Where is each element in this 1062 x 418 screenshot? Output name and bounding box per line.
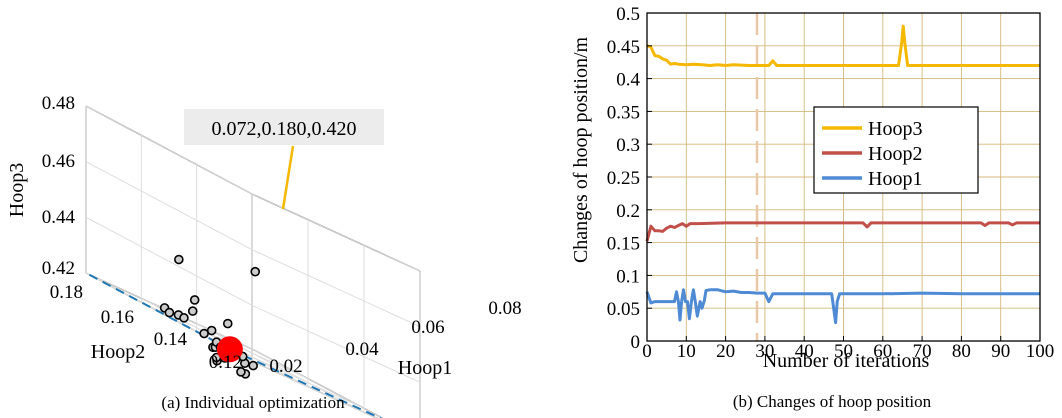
x-tick-label: 0.04 xyxy=(345,339,379,360)
y-tick-label: 0.2 xyxy=(616,201,640,222)
data-point xyxy=(189,295,200,305)
data-point xyxy=(187,306,198,316)
optimum-highlight xyxy=(216,336,243,363)
projection-line xyxy=(85,272,231,351)
y-tick-label: 0.12 xyxy=(209,352,242,373)
x-axis-label: Number of iterations xyxy=(763,350,930,372)
scatter-3d-chart: 0.072,0.180,0.420 0.42 0.44 0.46 0.48 0.… xyxy=(6,93,522,418)
z-tick-label: 0.42 xyxy=(42,258,75,279)
grid-line xyxy=(85,105,253,195)
projection-line xyxy=(229,348,383,418)
z-axis-label: Hoop3 xyxy=(6,163,28,217)
y-tick-label: 0.25 xyxy=(607,168,640,189)
y-axis-label: Changes of hoop position/m xyxy=(570,37,592,264)
annotation-leader xyxy=(281,145,295,210)
z-tick-label: 0.46 xyxy=(42,151,75,172)
y-tick-label: 0.3 xyxy=(616,135,640,156)
caption-a: (a) Individual optimization xyxy=(161,393,345,412)
data-point xyxy=(164,307,175,318)
x-tick-label: 70 xyxy=(913,341,932,362)
z-ticks: 0.42 0.44 0.46 0.48 xyxy=(42,93,76,279)
x-tick-label: 20 xyxy=(716,341,735,362)
grid-line xyxy=(251,249,421,328)
grid-line xyxy=(85,161,253,251)
series-line-hoop3 xyxy=(646,24,1040,67)
axes-box xyxy=(85,105,421,418)
caption-b: (b) Changes of hoop position xyxy=(733,392,932,411)
y-tick-label: 0.18 xyxy=(50,282,83,303)
x-tick-label: 30 xyxy=(755,341,774,362)
legend: Hoop3 Hoop2 Hoop1 xyxy=(813,106,979,194)
annotation: 0.072,0.180,0.420 xyxy=(184,109,384,210)
y-tick-label: 0.35 xyxy=(607,102,640,123)
y-tick-label: 0.16 xyxy=(101,307,134,328)
legend-label-hoop2: Hoop2 xyxy=(868,143,922,165)
x-tick-label: 80 xyxy=(952,341,971,362)
y-tick-label: 0.5 xyxy=(616,4,640,25)
projection-lines xyxy=(85,272,383,418)
data-point xyxy=(174,254,184,265)
z-tick-label: 0.44 xyxy=(42,207,76,228)
y-ticks: 0.12 0.14 0.16 0.18 xyxy=(50,282,242,373)
x-ticks: 0 10 20 30 40 50 60 70 80 90 100 xyxy=(642,336,1054,362)
y-axis-label: Hoop2 xyxy=(91,341,145,363)
series-line-hoop1 xyxy=(645,288,1040,325)
legend-label-hoop3: Hoop3 xyxy=(868,118,922,140)
series-lines xyxy=(645,24,1040,325)
x-tick-label: 0.02 xyxy=(269,356,302,377)
y-tick-label: 0.4 xyxy=(616,70,640,91)
y-ticks: 0 0.05 0.1 0.15 0.2 0.25 0.3 0.35 0.4 0.45 0.5 xyxy=(607,4,652,353)
data-point xyxy=(206,325,217,336)
x-tick-label: 0.06 xyxy=(411,317,444,338)
highlight-point xyxy=(216,336,243,363)
grid-line xyxy=(251,304,421,383)
y-tick-label: 0.14 xyxy=(154,329,188,350)
data-point xyxy=(248,360,258,371)
x-tick-label: 0 xyxy=(642,341,652,362)
data-point xyxy=(222,318,233,329)
y-tick-label: 0 xyxy=(631,332,641,353)
line-chart: 00.050.10.150.20.250.30.350.40.450.5 0 10… xyxy=(570,4,1054,411)
x-tick-label: 100 xyxy=(1026,341,1055,362)
data-point xyxy=(236,367,246,377)
x-tick-label: 40 xyxy=(795,341,814,362)
x-ticks: 0.02 0.04 0.06 0.08 xyxy=(269,298,521,377)
x-axis-label: Hoop1 xyxy=(398,357,452,379)
grid xyxy=(85,105,421,418)
grid-line xyxy=(251,360,378,418)
data-point xyxy=(250,266,261,277)
z-tick-label: 0.48 xyxy=(42,93,75,114)
y-tick-label: 0.05 xyxy=(607,299,640,320)
grid-line xyxy=(251,193,421,272)
y-tick-label: 0.1 xyxy=(616,266,640,287)
x-tick-label: 10 xyxy=(677,341,696,362)
x-tick-label: 60 xyxy=(873,341,892,362)
x-tick-label: 0.08 xyxy=(488,298,521,319)
legend-label-hoop1: Hoop1 xyxy=(868,168,922,190)
x-tick-label: 50 xyxy=(834,341,853,362)
y-tick-label: 0.15 xyxy=(607,234,640,255)
grid-line xyxy=(85,216,253,306)
y-tick-label: 0.45 xyxy=(607,37,640,58)
data-point xyxy=(179,313,189,323)
annotation-text: 0.072,0.180,0.420 xyxy=(212,118,357,140)
series-line-hoop2 xyxy=(645,221,1040,242)
x-tick-label: 90 xyxy=(991,341,1010,362)
grid-line xyxy=(253,349,384,418)
